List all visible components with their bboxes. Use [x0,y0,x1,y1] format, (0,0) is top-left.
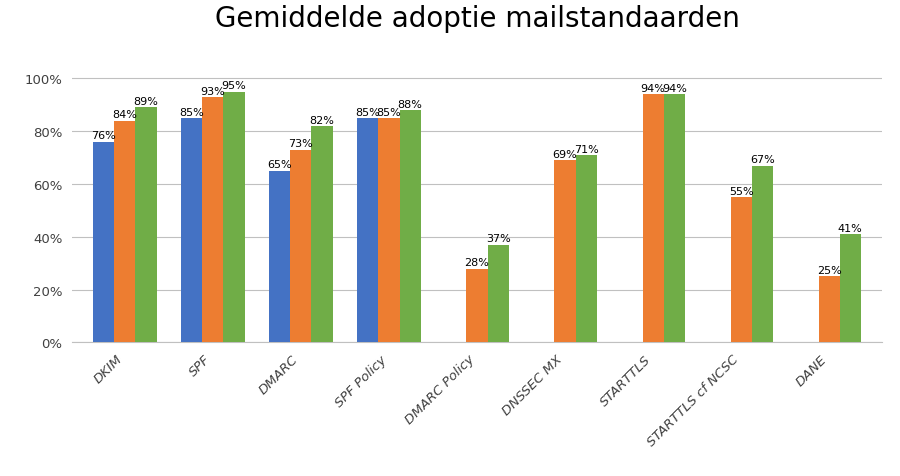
Bar [93,142,114,343]
Text: 41%: 41% [838,223,863,233]
Bar [663,95,685,343]
Bar [554,161,576,343]
Bar [223,92,245,343]
Text: 28%: 28% [464,258,490,268]
Text: 37%: 37% [486,234,510,244]
Bar [466,269,488,343]
Bar [291,150,311,343]
Text: 82%: 82% [310,115,335,125]
Legend: Percentage Begin 2018, Percentage September 2018, Percentage Maart 2019: Percentage Begin 2018, Percentage Septem… [153,475,801,476]
Text: 85%: 85% [376,108,401,118]
Bar [840,235,861,343]
Bar [269,171,291,343]
Bar [643,95,663,343]
Text: 69%: 69% [553,149,578,159]
Text: 76%: 76% [91,131,116,141]
Bar [357,119,378,343]
Text: 94%: 94% [641,84,665,94]
Bar [311,127,333,343]
Text: 25%: 25% [817,266,842,276]
Text: 94%: 94% [662,84,687,94]
Bar [752,166,773,343]
Bar [819,277,840,343]
Text: 89%: 89% [133,97,158,107]
Text: 88%: 88% [398,99,422,109]
Text: 95%: 95% [221,81,247,91]
Bar [114,121,135,343]
Text: 67%: 67% [750,155,775,165]
Bar [576,156,597,343]
Bar [731,198,752,343]
Text: 55%: 55% [729,187,753,197]
Text: 73%: 73% [289,139,313,149]
Bar [202,98,223,343]
Bar [135,108,157,343]
Text: 93%: 93% [201,86,225,96]
Text: 84%: 84% [112,110,138,120]
Bar [181,119,202,343]
Bar [378,119,400,343]
Title: Gemiddelde adoptie mailstandaarden: Gemiddelde adoptie mailstandaarden [214,5,740,33]
Text: 65%: 65% [267,160,293,170]
Text: 85%: 85% [356,108,380,118]
Text: 85%: 85% [179,108,204,118]
Bar [488,245,508,343]
Bar [400,111,420,343]
Text: 71%: 71% [574,144,599,154]
